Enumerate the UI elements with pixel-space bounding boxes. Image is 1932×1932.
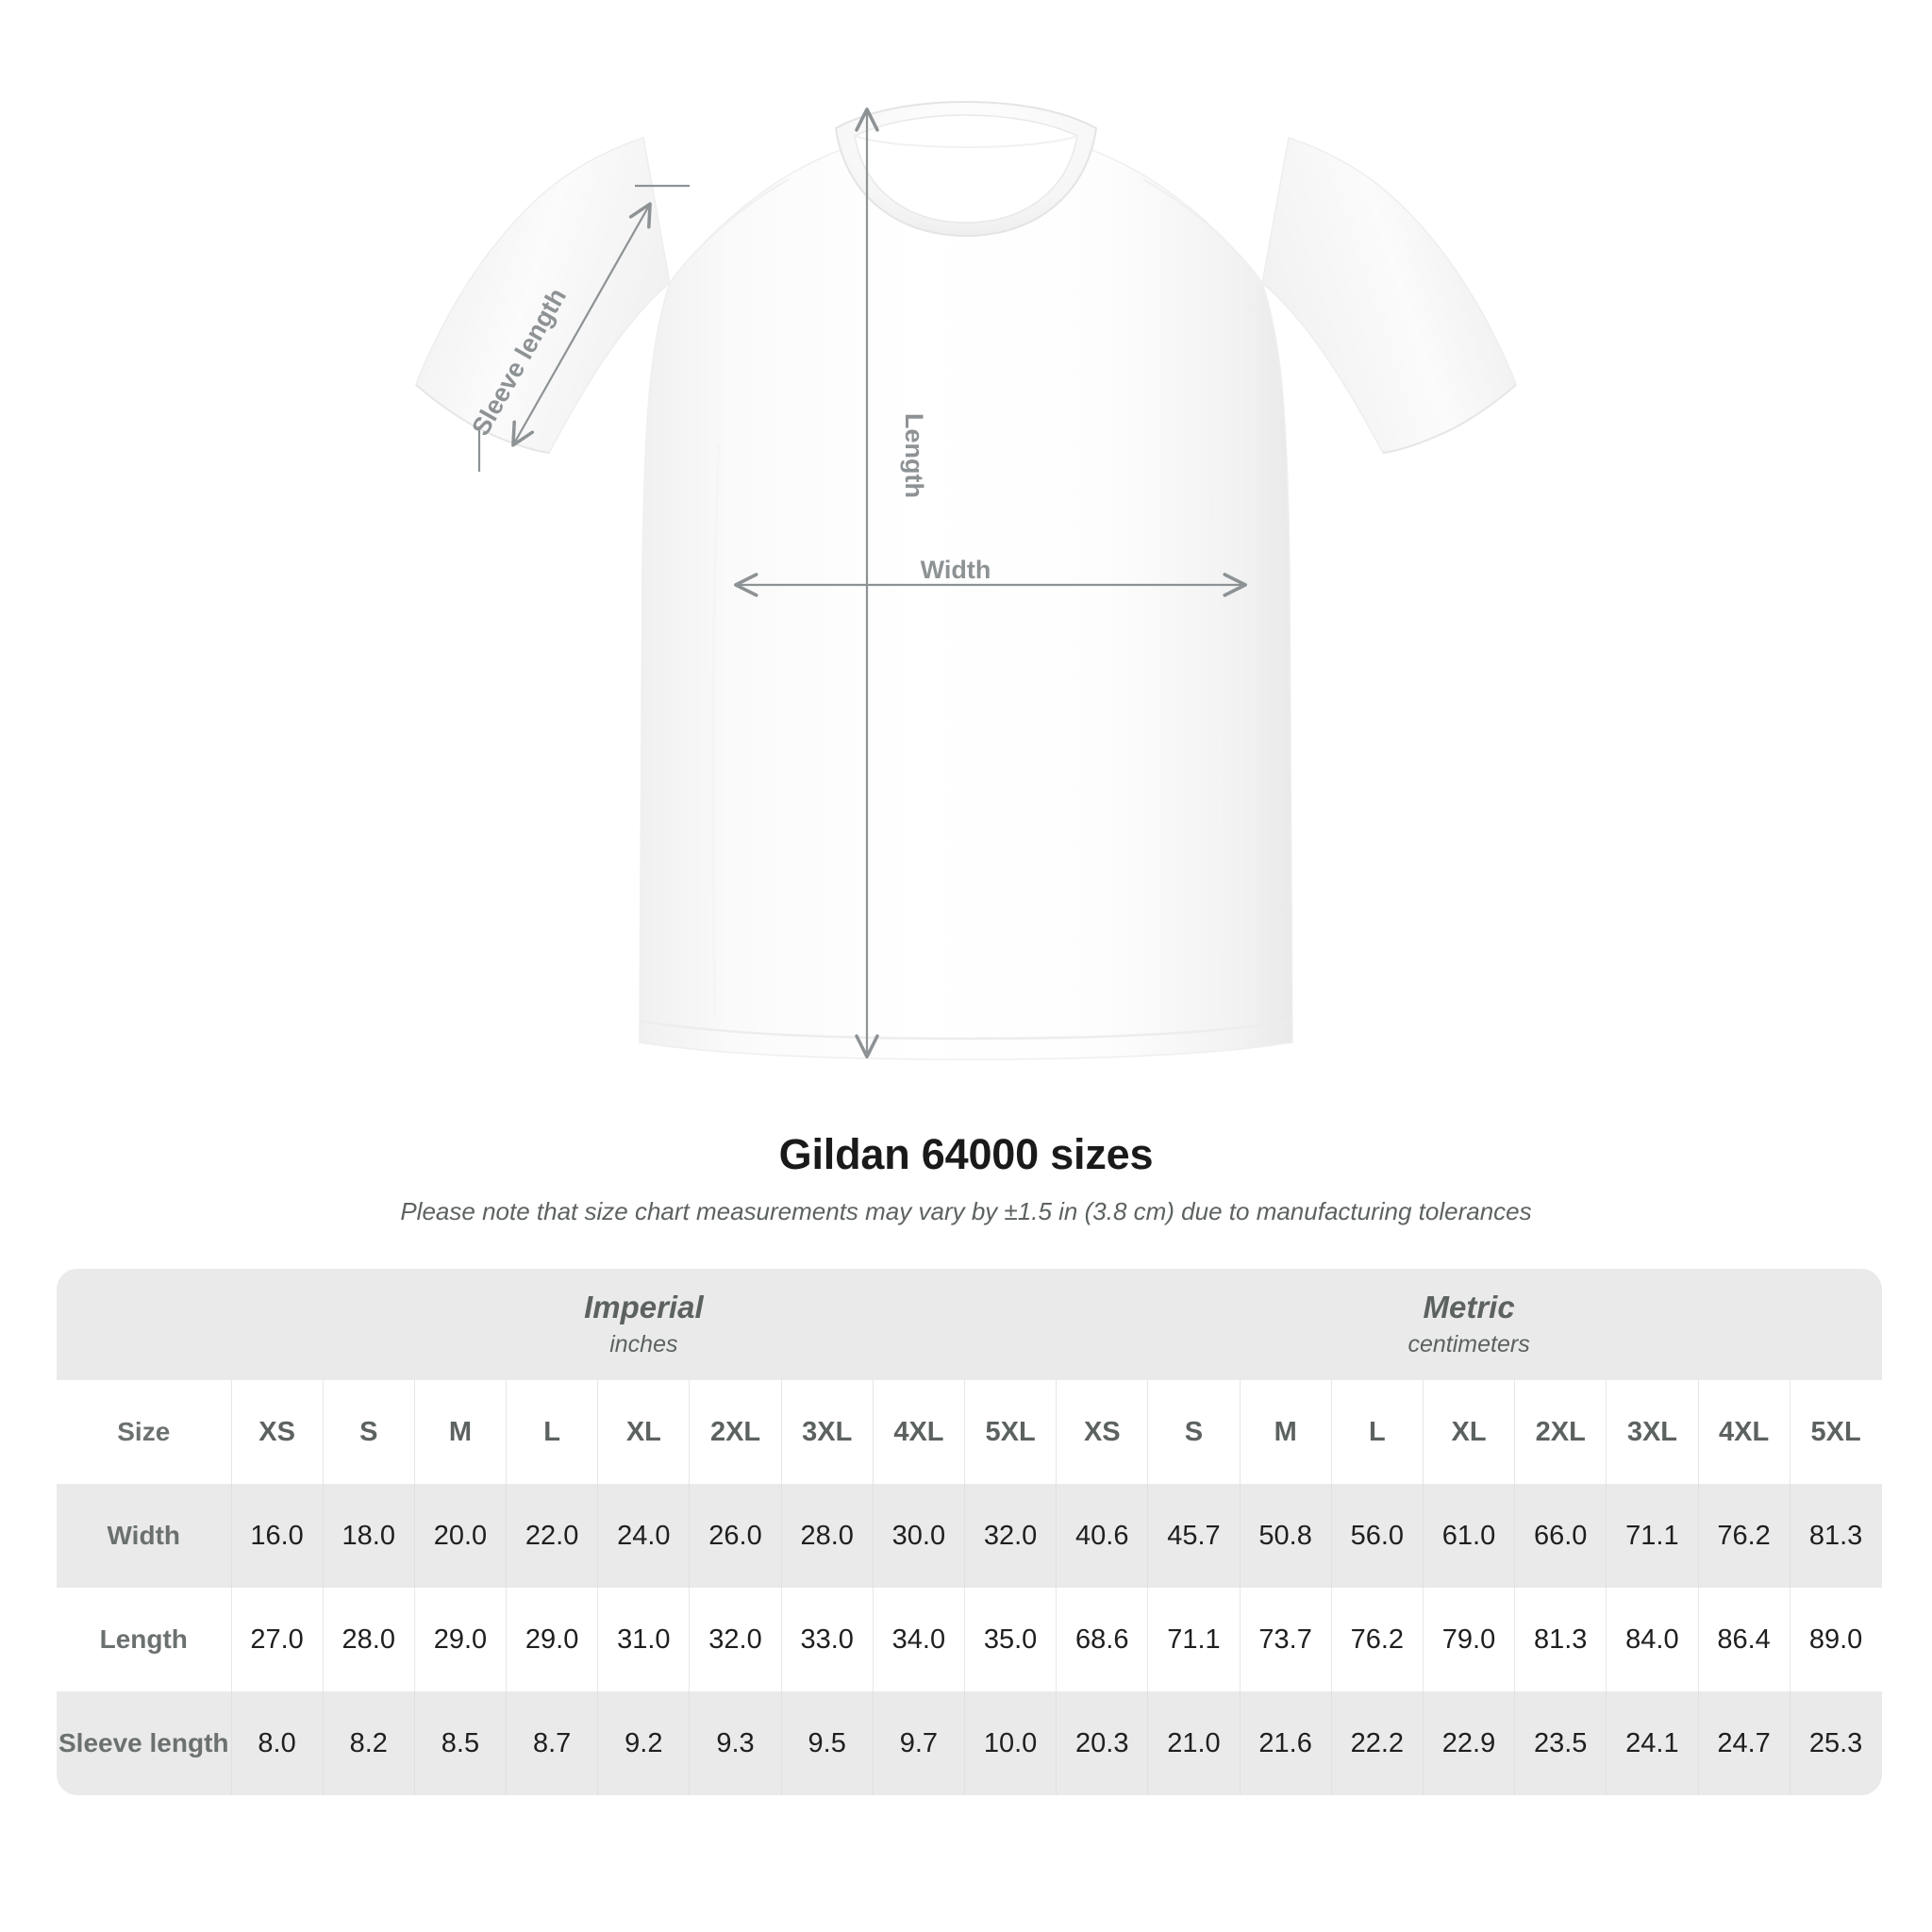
- cell-length-metric-l: 76.2: [1330, 1588, 1424, 1691]
- cell-width-imperial-3xl: 28.0: [780, 1484, 874, 1588]
- table-row: Length 27.0 28.0 29.0 29.0 31.0 32.0 33.…: [57, 1588, 1882, 1691]
- cell-sleeve-imperial-2xl: 9.3: [689, 1691, 782, 1795]
- cell-length-metric-xs: 68.6: [1056, 1588, 1148, 1691]
- size-col-imperial-xl: XL: [597, 1380, 690, 1484]
- size-col-imperial-s: S: [322, 1380, 415, 1484]
- cell-length-imperial-2xl: 32.0: [689, 1588, 782, 1691]
- cell-length-imperial-5xl: 35.0: [963, 1588, 1057, 1691]
- sleeve-measure-line: [511, 202, 652, 447]
- size-col-imperial-3xl: 3XL: [780, 1380, 874, 1484]
- cell-length-imperial-4xl: 34.0: [872, 1588, 965, 1691]
- cell-sleeve-imperial-m: 8.5: [413, 1691, 507, 1795]
- cell-sleeve-metric-l: 22.2: [1330, 1691, 1424, 1795]
- cell-length-imperial-s: 28.0: [322, 1588, 415, 1691]
- unit-group-imperial-sub: inches: [609, 1331, 678, 1358]
- size-table: Imperial inches Metric centimeters Size …: [57, 1269, 1882, 1795]
- cell-width-imperial-5xl: 32.0: [963, 1484, 1057, 1588]
- cell-length-imperial-l: 29.0: [506, 1588, 598, 1691]
- cell-width-metric-l: 56.0: [1330, 1484, 1424, 1588]
- cell-width-metric-xs: 40.6: [1056, 1484, 1148, 1588]
- size-col-metric-m: M: [1239, 1380, 1332, 1484]
- cell-length-metric-s: 71.1: [1147, 1588, 1241, 1691]
- size-col-metric-xl: XL: [1422, 1380, 1515, 1484]
- size-col-imperial-l: L: [506, 1380, 598, 1484]
- size-col-metric-5xl: 5XL: [1789, 1380, 1882, 1484]
- table-row: Width 16.0 18.0 20.0 22.0 24.0 26.0 28.0…: [57, 1484, 1882, 1588]
- width-label: Width: [921, 556, 991, 584]
- unit-group-metric: Metric centimeters: [1056, 1269, 1882, 1380]
- cell-length-metric-2xl: 81.3: [1514, 1588, 1607, 1691]
- size-col-imperial-m: M: [413, 1380, 507, 1484]
- cell-length-imperial-m: 29.0: [413, 1588, 507, 1691]
- cell-sleeve-imperial-3xl: 9.5: [780, 1691, 874, 1795]
- cell-length-metric-m: 73.7: [1239, 1588, 1332, 1691]
- cell-width-metric-5xl: 81.3: [1789, 1484, 1882, 1588]
- cell-length-metric-5xl: 89.0: [1789, 1588, 1882, 1691]
- cell-sleeve-metric-xs: 20.3: [1056, 1691, 1148, 1795]
- size-col-metric-s: S: [1147, 1380, 1241, 1484]
- length-label: Length: [900, 413, 928, 498]
- size-col-imperial-4xl: 4XL: [872, 1380, 965, 1484]
- size-col-metric-xs: XS: [1056, 1380, 1148, 1484]
- cell-sleeve-imperial-4xl: 9.7: [872, 1691, 965, 1795]
- cell-sleeve-imperial-s: 8.2: [322, 1691, 415, 1795]
- cell-sleeve-metric-5xl: 25.3: [1789, 1691, 1882, 1795]
- cell-sleeve-metric-3xl: 24.1: [1606, 1691, 1698, 1795]
- row-label-width: Width: [57, 1484, 231, 1588]
- size-col-imperial-2xl: 2XL: [689, 1380, 782, 1484]
- table-row: Sleeve length 8.0 8.2 8.5 8.7 9.2 9.3 9.…: [57, 1691, 1882, 1795]
- row-label-sleeve-length: Sleeve length: [57, 1691, 231, 1795]
- cell-length-metric-xl: 79.0: [1422, 1588, 1515, 1691]
- cell-length-imperial-xl: 31.0: [597, 1588, 690, 1691]
- tolerance-note: Please note that size chart measurements…: [400, 1196, 1532, 1225]
- measurement-annotations: [477, 108, 1247, 1058]
- cell-width-imperial-xs: 16.0: [230, 1484, 324, 1588]
- unit-group-metric-label: Metric: [1423, 1290, 1515, 1325]
- cell-sleeve-imperial-l: 8.7: [506, 1691, 598, 1795]
- size-col-metric-2xl: 2XL: [1514, 1380, 1607, 1484]
- cell-width-imperial-4xl: 30.0: [872, 1484, 965, 1588]
- cell-sleeve-metric-s: 21.0: [1147, 1691, 1241, 1795]
- cell-width-metric-3xl: 71.1: [1606, 1484, 1698, 1588]
- cell-sleeve-metric-xl: 22.9: [1422, 1691, 1515, 1795]
- size-col-metric-l: L: [1330, 1380, 1424, 1484]
- size-col-imperial-xs: XS: [230, 1380, 324, 1484]
- tshirt-diagram: Sleeve length Length Width: [415, 100, 1517, 1060]
- cell-width-imperial-l: 22.0: [506, 1484, 598, 1588]
- cell-length-metric-3xl: 84.0: [1606, 1588, 1698, 1691]
- size-table-container: Imperial inches Metric centimeters Size …: [57, 1269, 1882, 1795]
- cell-length-metric-4xl: 86.4: [1697, 1588, 1790, 1691]
- unit-group-imperial: Imperial inches: [231, 1269, 1057, 1380]
- cell-sleeve-imperial-5xl: 10.0: [963, 1691, 1057, 1795]
- cell-width-imperial-xl: 24.0: [597, 1484, 690, 1588]
- row-label-length: Length: [57, 1588, 231, 1691]
- page-title: Gildan 64000 sizes: [778, 1130, 1154, 1178]
- cell-width-metric-xl: 61.0: [1422, 1484, 1515, 1588]
- size-header-row: Size XS S M L XL 2XL 3XL 4XL 5XL XS S M …: [57, 1380, 1882, 1484]
- title-block: Gildan 64000 sizes Please note that size…: [0, 1130, 1932, 1226]
- cell-sleeve-imperial-xl: 9.2: [597, 1691, 690, 1795]
- size-header-label: Size: [57, 1380, 231, 1484]
- size-col-metric-4xl: 4XL: [1697, 1380, 1790, 1484]
- cell-width-metric-s: 45.7: [1147, 1484, 1241, 1588]
- cell-length-imperial-3xl: 33.0: [780, 1588, 874, 1691]
- cell-width-metric-2xl: 66.0: [1514, 1484, 1607, 1588]
- cell-width-metric-m: 50.8: [1239, 1484, 1332, 1588]
- cell-sleeve-metric-2xl: 23.5: [1514, 1691, 1607, 1795]
- cell-width-imperial-m: 20.0: [413, 1484, 507, 1588]
- unit-banner-row: Imperial inches Metric centimeters: [57, 1269, 1882, 1380]
- cell-sleeve-metric-4xl: 24.7: [1697, 1691, 1790, 1795]
- cell-width-imperial-s: 18.0: [322, 1484, 415, 1588]
- size-col-imperial-5xl: 5XL: [963, 1380, 1057, 1484]
- cell-sleeve-metric-m: 21.6: [1239, 1691, 1332, 1795]
- unit-group-metric-sub: centimeters: [1407, 1331, 1530, 1358]
- cell-width-metric-4xl: 76.2: [1697, 1484, 1790, 1588]
- size-col-metric-3xl: 3XL: [1606, 1380, 1698, 1484]
- cell-width-imperial-2xl: 26.0: [689, 1484, 782, 1588]
- cell-sleeve-imperial-xs: 8.0: [230, 1691, 324, 1795]
- unit-group-imperial-label: Imperial: [584, 1290, 704, 1325]
- unit-banner-spacer: [57, 1269, 231, 1380]
- cell-length-imperial-xs: 27.0: [230, 1588, 324, 1691]
